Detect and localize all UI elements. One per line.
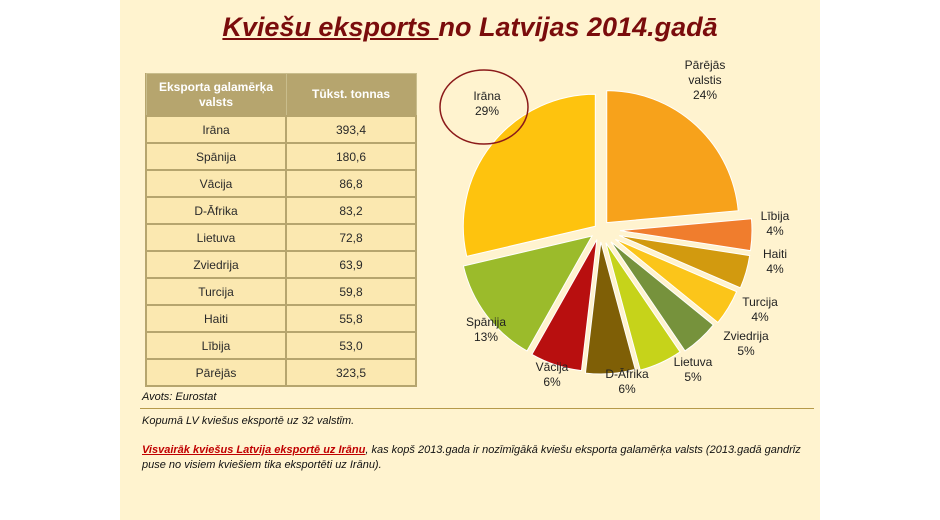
export-table: Eksporta galamērķa valsts Tūkst. tonnas …: [145, 73, 417, 387]
table-row: Zviedrija 63,9: [145, 250, 417, 279]
table-row: Haiti 55,8: [145, 304, 417, 333]
table-row: Lietuva 72,8: [145, 223, 417, 252]
cell-country: Turcija: [145, 277, 287, 306]
pie-slice: [605, 242, 681, 371]
note-rest: , kas kopš 2013.gada ir nozīmīgākā kvieš…: [142, 444, 801, 471]
pie-slice: [606, 90, 739, 224]
cell-value: 72,8: [285, 223, 417, 252]
cell-country: Lietuva: [145, 223, 287, 252]
cell-country: Irāna: [145, 115, 287, 144]
slice-label: Turcija 4%: [742, 295, 778, 324]
cell-country: Pārējās: [145, 358, 287, 387]
table-row: Pārējās 323,5: [145, 358, 417, 387]
pie-slice: [462, 93, 596, 257]
cell-country: Lībija: [145, 331, 287, 360]
slice-label: D-Āfrika 6%: [605, 367, 649, 396]
source-note: Avots: Eurostat: [142, 391, 217, 403]
highlight-ring: [439, 69, 529, 145]
slice-label: Irāna 29%: [473, 89, 501, 118]
cell-value: 53,0: [285, 331, 417, 360]
slide: Kviešu eksports no Latvijas 2014.gadā Ek…: [120, 0, 820, 520]
cell-value: 83,2: [285, 196, 417, 225]
slice-label: Lietuva 5%: [674, 355, 713, 384]
slice-label: Lībija 4%: [761, 209, 790, 238]
header-value: Tūkst. tonnas: [285, 73, 417, 117]
cell-value: 180,6: [285, 142, 417, 171]
slice-label: Zviedrija 5%: [723, 329, 769, 358]
table-row: Turcija 59,8: [145, 277, 417, 306]
table-row: D-Āfrika 83,2: [145, 196, 417, 225]
note-iran: Visvairāk kviešus Latvija eksportē uz Ir…: [142, 443, 812, 473]
header-country: Eksporta galamērķa valsts: [145, 73, 287, 117]
cell-country: Spānija: [145, 142, 287, 171]
cell-value: 323,5: [285, 358, 417, 387]
table-row: Irāna 393,4: [145, 115, 417, 144]
page-title: Kviešu eksports no Latvijas 2014.gadā: [120, 12, 820, 43]
note-highlight: Visvairāk kviešus Latvija eksportē uz Ir…: [142, 444, 366, 456]
pie-slice: [619, 235, 751, 289]
cell-value: 63,9: [285, 250, 417, 279]
cell-country: Zviedrija: [145, 250, 287, 279]
pie-chart: Pārējās valstis 24% Lībija 4% Haiti 4% Turcija 4…: [439, 58, 790, 396]
pie-slice: [531, 239, 598, 372]
note-country-count: Kopumā LV kviešus eksportē uz 32 valstīm…: [142, 415, 355, 427]
cell-country: Vācija: [145, 169, 287, 198]
cell-country: Haiti: [145, 304, 287, 333]
pie-slice: [615, 238, 738, 324]
slice-label: Spānija 13%: [466, 315, 506, 344]
title-underlined: Kviešu eksports: [222, 12, 439, 42]
title-rest: no Latvijas 2014.gadā: [438, 12, 718, 42]
slice-label: Pārējās valstis 24%: [685, 58, 726, 102]
cell-value: 59,8: [285, 277, 417, 306]
table-body: Irāna 393,4 Spānija 180,6 Vācija 86,8 D-Āfrika…: [145, 115, 417, 387]
divider: [140, 408, 814, 409]
pie-slice: [462, 235, 593, 352]
pie-slice: [610, 241, 715, 352]
cell-value: 86,8: [285, 169, 417, 198]
table-header-row: Eksporta galamērķa valsts Tūkst. tonnas: [145, 73, 417, 117]
slice-label: Haiti 4%: [763, 247, 787, 276]
pie-slice: [619, 218, 753, 252]
pie-slice: [584, 241, 636, 375]
table-row: Vācija 86,8: [145, 169, 417, 198]
table-row: Lībija 53,0: [145, 331, 417, 360]
cell-value: 393,4: [285, 115, 417, 144]
cell-country: D-Āfrika: [145, 196, 287, 225]
table-row: Spānija 180,6: [145, 142, 417, 171]
cell-value: 55,8: [285, 304, 417, 333]
slice-label: Vācija 6%: [536, 360, 569, 389]
